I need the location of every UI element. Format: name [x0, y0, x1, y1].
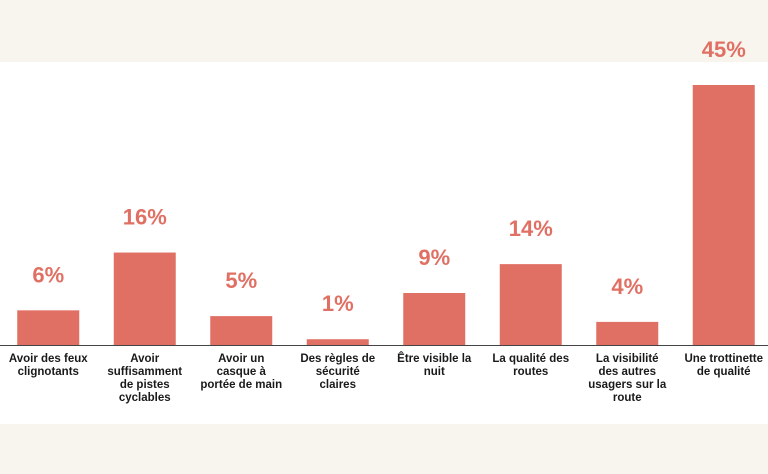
bar-4	[403, 293, 466, 345]
value-label-4: 9%	[418, 245, 450, 270]
category-label-line: usagers sur la	[588, 379, 667, 391]
category-label-line: La visibilité	[596, 353, 659, 365]
category-label-line: de pistes	[120, 379, 170, 391]
category-label-line: routes	[513, 366, 548, 378]
category-label-line: Avoir	[130, 353, 159, 365]
category-label-line: Une trottinette	[684, 353, 763, 365]
category-label-line: portée de main	[200, 379, 282, 391]
category-label-1: Avoir suffisamment de pistes cyclables	[107, 353, 182, 404]
category-label-line: sécurité	[316, 366, 360, 378]
value-label-1: 16%	[123, 205, 167, 230]
category-label-line: Des règles de	[300, 353, 375, 365]
category-label-line: route	[613, 392, 642, 404]
plot-panel	[0, 62, 768, 424]
category-label-line: Avoir un	[218, 353, 264, 365]
category-label-4: Être visible la nuit	[397, 352, 472, 378]
category-label-line: casque à	[217, 366, 267, 378]
bar-3	[306, 339, 369, 345]
category-label-line: Être visible la	[397, 352, 472, 365]
bar-2	[210, 316, 273, 345]
category-label-3: Des règles de sécurité claires	[300, 353, 375, 391]
category-label-2: Avoir un casque à portée de main	[200, 353, 282, 391]
value-label-6: 4%	[611, 274, 643, 299]
bar-7	[692, 85, 755, 345]
category-label-line: clignotants	[18, 366, 79, 378]
category-label-line: nuit	[424, 366, 445, 378]
category-label-line: des autres	[598, 366, 656, 378]
bar-6	[596, 321, 659, 345]
value-label-7: 45%	[702, 37, 746, 62]
category-label-0: Avoir des feux clignotants	[9, 353, 88, 378]
category-label-7: Une trottinette de qualité	[684, 353, 763, 378]
value-label-0: 6%	[32, 262, 64, 287]
value-label-2: 5%	[225, 268, 257, 293]
category-label-line: La qualité des	[492, 353, 569, 365]
category-label-6: La visibilité des autres usagers sur la rou…	[588, 353, 667, 404]
value-label-3: 1%	[322, 291, 354, 316]
category-label-line: Avoir des feux	[9, 353, 88, 365]
category-label-line: de qualité	[697, 366, 751, 378]
bar-5	[499, 264, 562, 345]
bar-1	[113, 252, 176, 345]
category-label-line: suffisamment	[107, 366, 182, 378]
category-label-line: claires	[320, 379, 356, 391]
category-label-line: cyclables	[119, 392, 171, 404]
category-label-5: La qualité des routes	[492, 353, 569, 378]
bar-0	[17, 310, 80, 345]
value-label-5: 14%	[509, 216, 553, 241]
